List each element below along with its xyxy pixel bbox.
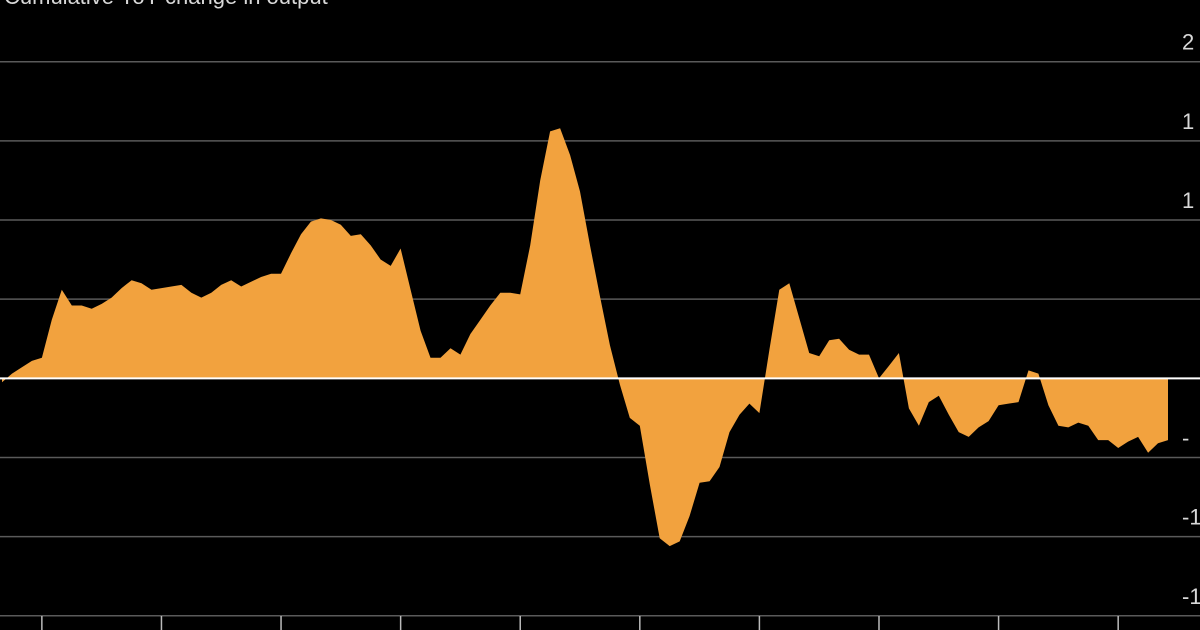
y-tick-label: -1 (1182, 584, 1200, 609)
y-tick-label: 1 (1182, 109, 1194, 134)
area (2, 128, 1168, 547)
y-tick-label: 1 (1182, 188, 1194, 213)
y-tick-label: 2 (1182, 30, 1194, 55)
chart-title: Cumulative YoY change in output (4, 0, 328, 9)
y-tick-label: -1 (1182, 505, 1200, 530)
y-tick-label: - (1182, 425, 1189, 450)
